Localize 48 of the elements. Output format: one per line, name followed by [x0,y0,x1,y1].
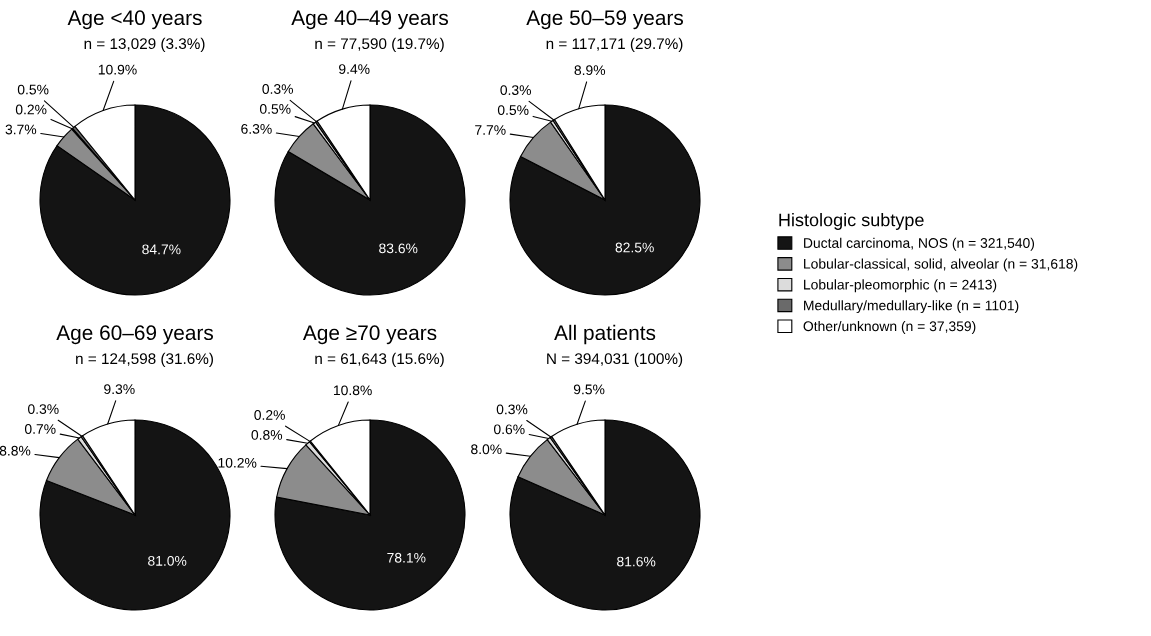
data-label: 0.5% [17,84,49,95]
data-label: 0.2% [254,410,285,420]
data-label: 83.6% [379,243,418,254]
data-label: 0.6% [493,424,525,435]
data-label: 10.8% [333,385,372,396]
chart-title: Age 60–69 years [56,325,214,345]
data-label: 81.0% [148,555,187,566]
data-label: 8.9% [574,65,606,76]
data-label: 9.5% [573,384,605,395]
data-label: 0.2% [15,104,47,115]
data-label: 6.3% [241,123,272,134]
data-label: 82.5% [615,242,654,253]
data-label: 10.2% [218,457,257,468]
legend-label: Lobular-classical, solid, alveolar (n = 31,618) [804,258,1078,272]
data-label: 81.6% [617,556,656,567]
data-label: 10.9% [98,64,137,75]
data-label: 0.7% [24,424,56,434]
chart-subtitle: n = 77,590 (19.7%) [315,37,444,53]
data-label: 8.8% [0,445,31,456]
data-label: 9.4% [339,64,370,74]
data-label: 0.3% [496,404,528,415]
chart-title: All patients [554,324,656,345]
chart-subtitle: n = 117,171 (29.7%) [546,37,683,53]
legend-label: Ductal carcinoma, NOS (n = 321,540) [804,237,1035,251]
chart-subtitle: n = 13,029 (3.3%) [84,37,205,53]
data-label: 0.3% [262,84,294,94]
chart-title: Age 40–49 years [291,10,449,30]
data-label: 0.8% [251,430,283,440]
legend-label: Medullary/medullary-like (n = 1101) [804,300,1019,314]
legend-title: Histologic subtype [779,213,924,230]
chart-title: Age <40 years [67,10,202,30]
data-label: 84.7% [142,244,181,255]
data-label: 8.0% [471,444,502,455]
data-label: 7.7% [475,125,506,135]
data-label: 0.5% [259,104,291,114]
chart-title: Age ≥70 years [302,325,437,345]
chart-subtitle: N = 394,031 (100%) [547,352,683,368]
data-label: 0.5% [497,105,529,115]
data-label: 0.3% [28,404,59,415]
chart-subtitle: n = 61,643 (15.6%) [315,352,444,368]
data-label: 78.1% [387,552,426,563]
data-label: 0.3% [500,85,532,96]
legend-label: Other/unknown (n = 37,359) [803,320,976,334]
data-label: 9.3% [104,384,135,395]
legend-label: Lobular-pleomorphic (n = 2413) [804,279,997,293]
data-label: 3.7% [5,124,37,135]
chart-title: Age 50–59 years [526,10,684,30]
chart-subtitle: n = 124,598 (31.6%) [76,352,213,368]
